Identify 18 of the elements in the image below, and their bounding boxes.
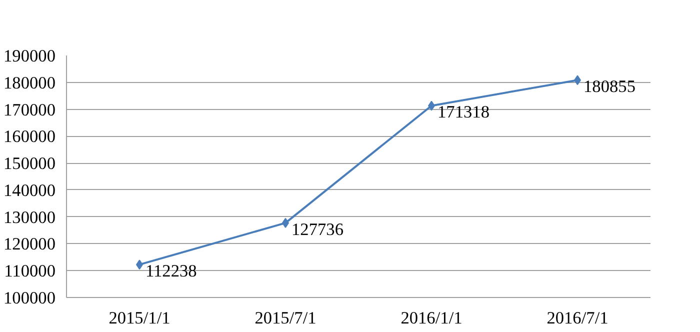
y-tick-label: 110000 [4, 262, 56, 281]
data-label: 171318 [438, 102, 490, 122]
y-tick-label: 130000 [4, 208, 56, 227]
data-label: 112238 [146, 262, 197, 281]
x-tick-label: 2015/1/1 [108, 308, 170, 328]
y-tick-label: 140000 [4, 180, 56, 200]
y-tick-label: 100000 [4, 288, 56, 308]
data-label: 180855 [584, 77, 636, 96]
x-tick-label: 2016/7/1 [546, 308, 608, 328]
y-tick-label: 160000 [4, 127, 56, 146]
x-tick-label: 2016/1/1 [400, 308, 462, 328]
data-label: 127736 [292, 220, 344, 239]
y-tick-label: 170000 [4, 100, 56, 120]
y-tick-label: 150000 [4, 154, 56, 174]
x-tick-label: 2015/7/1 [254, 308, 316, 328]
y-tick-label: 190000 [4, 46, 56, 66]
y-tick-label: 180000 [4, 73, 56, 92]
y-tick-label: 120000 [4, 234, 56, 254]
